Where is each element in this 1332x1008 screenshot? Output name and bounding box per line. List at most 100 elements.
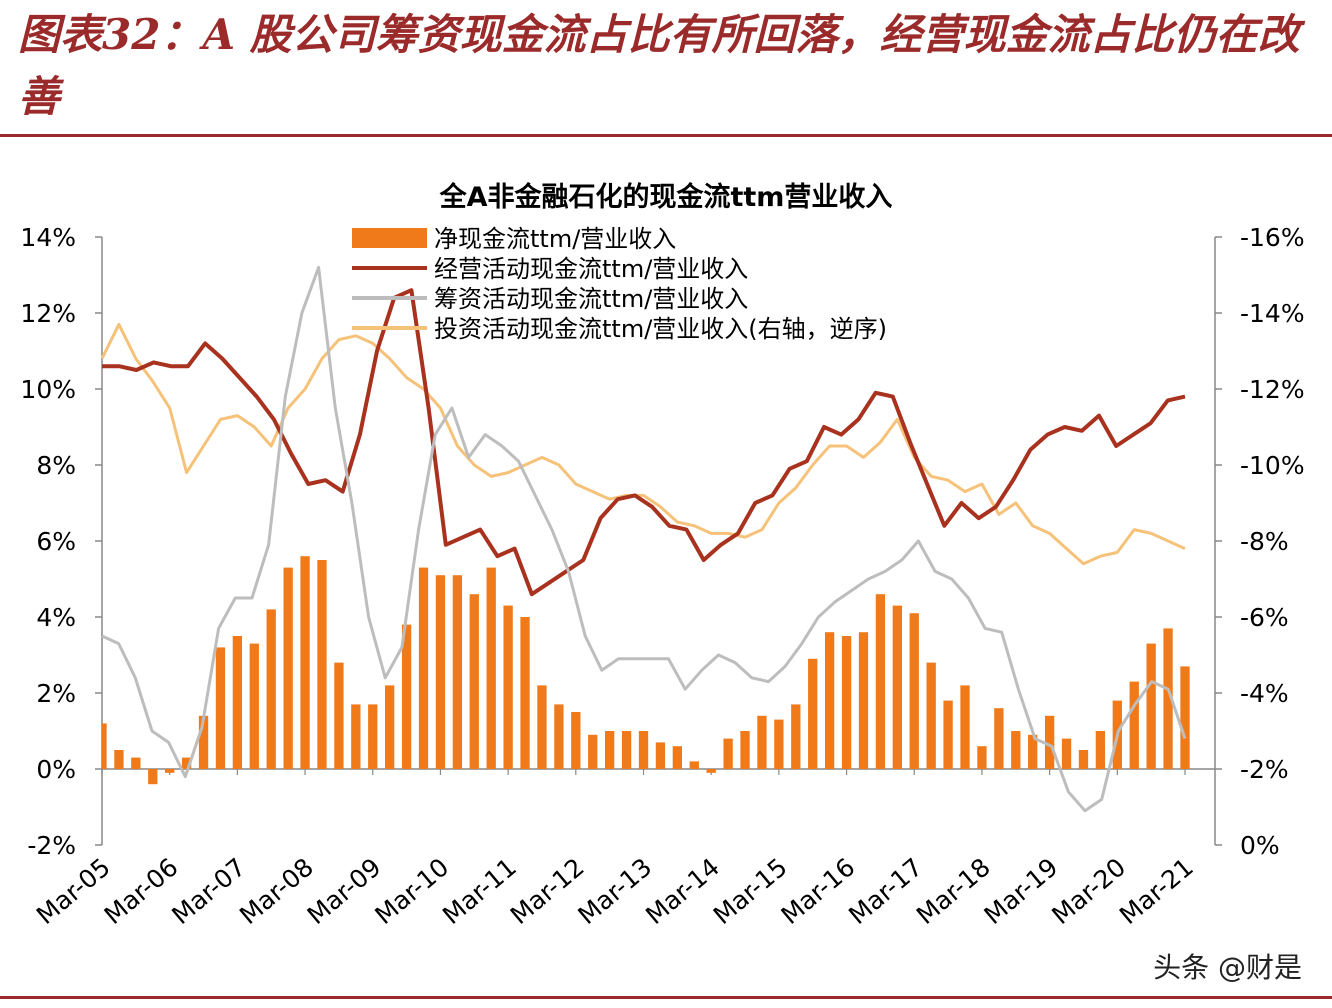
net-cashflow-bar: [824, 632, 835, 769]
net-cashflow-bar: [351, 704, 361, 769]
x-tick-label: Mar-13: [573, 852, 658, 930]
chart-title: 全A非金融石化的现金流ttm营业收入: [439, 181, 893, 213]
net-cashflow-bar: [131, 757, 141, 769]
net-cashflow-bar: [266, 609, 276, 769]
net-cashflow-bar: [452, 575, 463, 769]
financing-line: [101, 265, 1187, 813]
x-tick-label: Mar-08: [234, 852, 319, 930]
net-cashflow-bar: [892, 605, 902, 769]
net-cashflow-bar: [672, 746, 682, 769]
left-tick-label: 4%: [36, 603, 76, 632]
x-tick-label: Mar-05: [31, 852, 116, 930]
right-tick-label: -16%: [1240, 223, 1305, 252]
net-cashflow-bar: [232, 636, 243, 769]
net-cashflow-bar: [740, 731, 750, 769]
right-tick-label: -14%: [1240, 299, 1305, 328]
right-tick-label: -2%: [1240, 755, 1289, 784]
left-tick-label: 6%: [36, 527, 76, 556]
net-cashflow-bar: [1095, 731, 1106, 769]
net-cashflow-bar: [1044, 715, 1055, 769]
net-cashflow-bar: [1163, 628, 1173, 769]
right-tick-label: -4%: [1240, 679, 1289, 708]
net-cashflow-bar: [215, 647, 226, 769]
net-cashflow-bar: [1011, 731, 1021, 769]
left-tick-label: 2%: [36, 679, 76, 708]
right-tick-label: -12%: [1240, 375, 1305, 404]
net-cashflow-bar: [858, 632, 869, 769]
net-cashflow-bar: [926, 662, 936, 769]
net-cashflow-bar: [385, 685, 395, 769]
net-cashflow-bar: [571, 712, 581, 769]
legend-net-cashflow-swatch: [352, 228, 427, 248]
left-tick-label: 8%: [36, 451, 76, 480]
left-tick-label: 12%: [20, 299, 76, 328]
net-cashflow-bar: [368, 704, 378, 769]
x-tick-label: Mar-20: [1046, 852, 1131, 930]
net-cashflow-bar: [841, 636, 852, 769]
net-cashflow-bar: [977, 746, 987, 769]
x-tick-label: Mar-17: [843, 852, 928, 930]
net-cashflow-bar: [520, 617, 530, 769]
legend-net-cashflow-label: 净现金流ttm/营业收入: [434, 225, 676, 253]
net-cashflow-bar: [791, 704, 801, 769]
net-cashflow-bar: [102, 723, 107, 769]
x-tick-label: Mar-07: [166, 852, 251, 930]
net-cashflow-bar: [605, 731, 615, 769]
net-cashflow-bar: [1180, 666, 1190, 769]
net-cashflow-bar: [181, 757, 192, 769]
left-tick-label: 14%: [20, 223, 76, 252]
net-cashflow-bar: [554, 704, 564, 769]
left-tick-label: 0%: [36, 755, 76, 784]
net-cashflow-bar: [486, 567, 496, 769]
net-cashflow-bar: [757, 715, 767, 769]
net-cashflow-bar: [418, 567, 429, 769]
net-cashflow-bar: [1061, 738, 1072, 769]
legend-financing-label: 筹资活动现金流ttm/营业收入: [434, 285, 748, 313]
net-cashflow-bar: [300, 556, 310, 769]
right-tick-label: -6%: [1240, 603, 1289, 632]
net-cashflow-bar: [638, 731, 649, 769]
net-cashflow-bar: [1078, 750, 1089, 769]
net-cashflow-bar: [537, 685, 547, 769]
net-cashflow-bar: [249, 643, 259, 769]
net-cashflow-bar: [621, 731, 632, 769]
legend-operating-label: 经营活动现金流ttm/营业收入: [434, 255, 748, 283]
net-cashflow-bar: [689, 761, 699, 769]
net-cashflow-bar: [114, 750, 124, 769]
x-tick-label: Mar-11: [437, 852, 522, 930]
net-cashflow-bar: [1129, 681, 1139, 769]
left-tick-label: 10%: [20, 375, 76, 404]
net-cashflow-bar: [198, 715, 209, 769]
right-tick-label: -8%: [1240, 527, 1289, 556]
net-cashflow-bar: [808, 658, 818, 769]
x-tick-label: Mar-21: [1114, 852, 1199, 930]
net-cashflow-bar: [774, 719, 784, 769]
net-cashflow-bar: [401, 624, 412, 769]
net-cashflow-bar: [469, 594, 479, 769]
x-tick-label: Mar-18: [911, 852, 996, 930]
net-cashflow-bar: [435, 575, 446, 769]
left-tick-label: -2%: [27, 831, 76, 860]
watermark: 头条 @财是: [1153, 951, 1302, 984]
x-tick-label: Mar-06: [99, 852, 184, 930]
x-tick-label: Mar-16: [776, 852, 861, 930]
net-cashflow-bar: [960, 685, 970, 769]
net-cashflow-bar: [706, 769, 716, 773]
net-cashflow-bar: [317, 560, 327, 769]
x-tick-label: Mar-12: [505, 852, 590, 930]
x-tick-label: Mar-09: [302, 852, 387, 930]
net-cashflow-bar: [875, 594, 886, 769]
right-tick-label: 0%: [1240, 831, 1280, 860]
net-cashflow-bar: [165, 769, 175, 773]
net-cashflow-bar: [588, 734, 598, 769]
net-cashflow-bar: [283, 567, 293, 769]
cashflow-chart: 全A非金融石化的现金流ttm营业收入 14% 12% 10% 8% 6% 4% 2% 0% -2…: [20, 181, 1305, 930]
net-cashflow-bars: [102, 556, 1190, 785]
legend-investing-label: 投资活动现金流ttm/营业收入(右轴，逆序): [434, 315, 887, 343]
net-cashflow-bar: [994, 708, 1004, 769]
net-cashflow-bar: [148, 769, 158, 785]
net-cashflow-bar: [334, 662, 344, 769]
x-tick-label: Mar-15: [708, 852, 793, 930]
net-cashflow-bar: [655, 742, 666, 769]
net-cashflow-bar: [943, 700, 953, 769]
